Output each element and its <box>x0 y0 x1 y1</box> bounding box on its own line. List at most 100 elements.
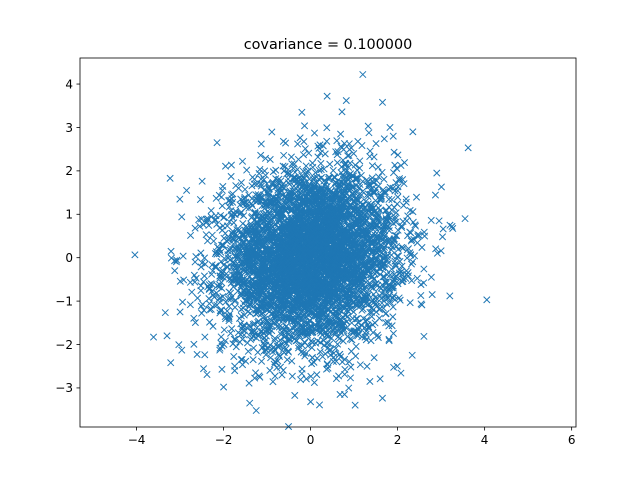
data-point-marker <box>402 195 410 203</box>
data-point-marker <box>380 246 388 254</box>
data-point-marker <box>355 246 363 254</box>
data-point-marker <box>366 212 374 220</box>
data-point-marker <box>217 278 226 287</box>
data-point-marker <box>261 167 269 175</box>
data-point-marker <box>245 321 253 329</box>
data-point-marker <box>271 334 279 342</box>
data-point-marker <box>271 254 279 262</box>
data-point-marker <box>323 124 331 132</box>
data-point-marker <box>315 187 323 195</box>
data-point-marker <box>304 280 312 288</box>
data-point-marker <box>281 197 289 205</box>
chart-title: covariance = 0.100000 <box>244 37 413 53</box>
data-point-marker <box>285 217 293 225</box>
data-point-marker <box>323 361 331 369</box>
data-point-marker <box>382 280 390 288</box>
data-point-marker <box>298 342 306 350</box>
data-point-marker <box>230 352 238 361</box>
data-point-marker <box>248 327 256 335</box>
data-point-marker <box>301 338 309 346</box>
data-point-marker <box>201 333 209 341</box>
data-point-marker <box>294 315 302 323</box>
data-point-marker <box>427 273 435 281</box>
data-point-marker <box>241 185 249 193</box>
data-point-marker <box>380 273 388 281</box>
data-point-marker <box>346 374 355 382</box>
data-point-marker <box>326 195 334 203</box>
data-point-marker <box>198 309 206 317</box>
data-point-marker <box>149 333 158 341</box>
data-point-marker <box>344 301 352 309</box>
data-point-marker <box>266 366 274 374</box>
data-point-marker <box>180 276 188 284</box>
data-point-marker <box>409 258 417 266</box>
data-point-marker <box>317 329 325 337</box>
data-point-marker <box>269 178 277 186</box>
data-point-marker <box>316 327 324 335</box>
data-point-marker <box>323 246 331 255</box>
data-point-marker <box>340 180 348 189</box>
data-point-marker <box>216 346 224 354</box>
data-point-marker <box>197 302 205 310</box>
data-point-marker <box>252 293 260 301</box>
data-point-marker <box>203 370 211 379</box>
data-point-marker <box>323 241 331 249</box>
data-point-marker <box>437 247 445 255</box>
data-point-marker <box>290 277 298 285</box>
data-point-marker <box>390 292 398 300</box>
data-point-marker <box>284 347 292 355</box>
data-point-marker <box>310 129 319 137</box>
data-point-marker <box>239 250 247 258</box>
data-point-marker <box>243 269 251 277</box>
data-point-marker <box>370 188 378 196</box>
data-point-marker <box>381 292 390 300</box>
data-point-marker <box>302 375 310 383</box>
data-point-marker <box>274 342 282 350</box>
data-point-marker <box>398 223 406 232</box>
data-point-marker <box>346 233 354 241</box>
data-point-marker <box>412 193 421 201</box>
data-point-marker <box>382 207 390 215</box>
data-point-marker <box>393 278 401 286</box>
data-point-marker <box>378 98 387 106</box>
data-point-marker <box>301 278 309 286</box>
data-point-marker <box>308 227 317 235</box>
data-point-marker <box>347 144 355 152</box>
data-point-marker <box>201 351 209 359</box>
data-point-marker <box>264 246 272 254</box>
data-point-marker <box>331 289 339 297</box>
data-point-marker <box>330 353 338 361</box>
data-point-marker <box>316 259 324 267</box>
data-point-marker <box>397 268 405 276</box>
data-point-marker <box>305 149 313 157</box>
data-point-marker <box>238 157 247 165</box>
data-point-marker <box>295 274 303 282</box>
data-point-marker <box>257 242 265 250</box>
data-point-marker <box>303 224 311 233</box>
data-point-marker <box>397 369 405 377</box>
data-point-marker <box>339 285 347 293</box>
data-point-marker <box>204 283 212 291</box>
data-point-marker <box>329 166 337 175</box>
data-point-marker <box>316 348 324 356</box>
data-point-marker <box>368 162 376 170</box>
data-point-marker <box>321 200 329 208</box>
data-point-marker <box>316 338 324 346</box>
data-point-marker <box>281 338 289 346</box>
data-point-marker <box>439 225 447 233</box>
data-point-marker <box>355 296 363 304</box>
data-point-marker <box>366 377 374 385</box>
data-point-marker <box>393 164 401 172</box>
data-point-marker <box>382 215 390 223</box>
data-point-marker <box>327 228 335 236</box>
data-point-marker <box>216 306 224 315</box>
data-point-marker <box>376 206 384 215</box>
data-point-marker <box>260 176 268 184</box>
data-point-marker <box>368 248 376 256</box>
data-point-marker <box>197 215 206 223</box>
data-point-marker <box>343 275 351 284</box>
data-point-marker <box>291 294 299 302</box>
data-point-marker <box>253 253 261 261</box>
data-point-marker <box>362 327 370 335</box>
data-point-marker <box>254 305 262 313</box>
